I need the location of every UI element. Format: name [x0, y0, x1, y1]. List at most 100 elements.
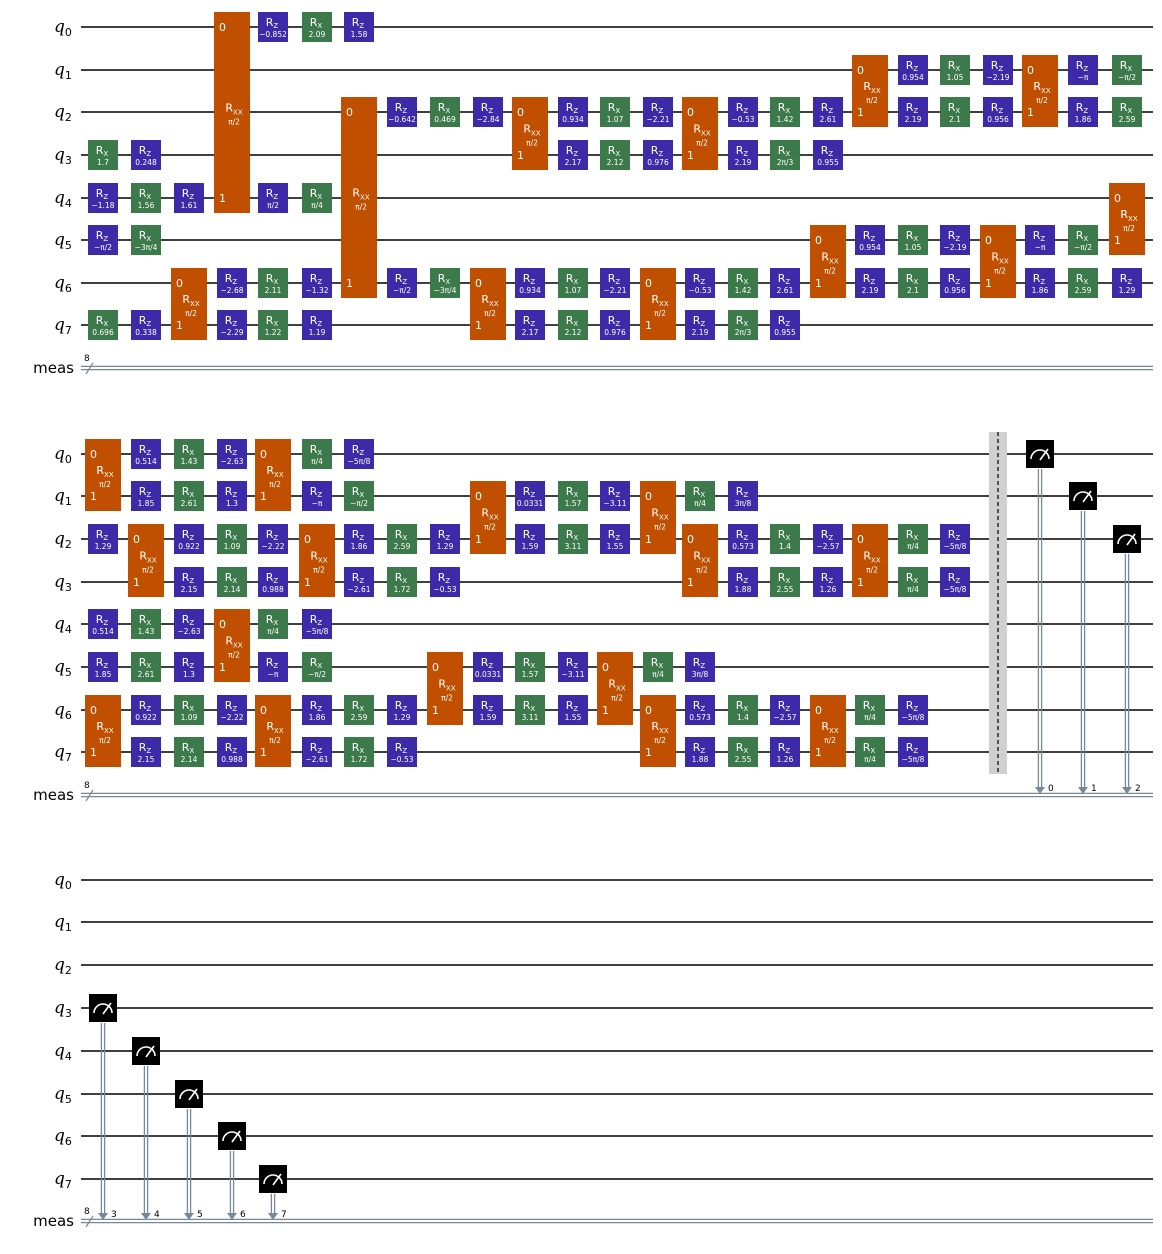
rxx-gate-box[interactable]: [1022, 55, 1058, 127]
rx-gate-box[interactable]: [174, 695, 204, 725]
rz-gate-box[interactable]: [1112, 268, 1142, 298]
rz-gate[interactable]: RZ0.955: [813, 140, 843, 170]
rz-gate[interactable]: RZ0.956: [983, 97, 1013, 127]
rz-gate[interactable]: RZ0.0331: [473, 652, 503, 682]
rx-gate[interactable]: RXπ/4: [302, 183, 332, 213]
measure-gate[interactable]: 2: [1113, 525, 1141, 794]
rx-gate-box[interactable]: [174, 481, 204, 511]
rz-gate-box[interactable]: [813, 97, 843, 127]
measure-box[interactable]: [89, 994, 117, 1022]
rz-gate-box[interactable]: [685, 652, 715, 682]
rz-gate-box[interactable]: [728, 140, 758, 170]
rxx-gate-box[interactable]: [470, 268, 506, 340]
rz-gate[interactable]: RZ−2.19: [940, 225, 970, 255]
rz-gate[interactable]: RZ−5π/8: [344, 439, 374, 469]
rz-gate-box[interactable]: [898, 55, 928, 85]
rz-gate[interactable]: RZ1.29: [1112, 268, 1142, 298]
rz-gate[interactable]: RZ2.19: [728, 140, 758, 170]
rxx-gate-box[interactable]: [1109, 183, 1145, 255]
rz-gate-box[interactable]: [770, 737, 800, 767]
rz-gate[interactable]: RZ−2.61: [344, 567, 374, 597]
rz-gate[interactable]: RZ−2.19: [983, 55, 1013, 85]
rx-gate[interactable]: RXπ/4: [898, 524, 928, 554]
rz-gate[interactable]: RZ0.988: [258, 567, 288, 597]
rx-gate[interactable]: RX1.05: [898, 225, 928, 255]
rz-gate-box[interactable]: [898, 695, 928, 725]
rx-gate[interactable]: RX1.09: [217, 524, 247, 554]
rx-gate-box[interactable]: [855, 695, 885, 725]
rz-gate-box[interactable]: [685, 310, 715, 340]
rz-gate[interactable]: RZ2.19: [855, 268, 885, 298]
rx-gate-box[interactable]: [131, 225, 161, 255]
rx-gate-box[interactable]: [685, 481, 715, 511]
rz-gate[interactable]: RZ1.88: [685, 737, 715, 767]
rz-gate[interactable]: RZπ/2: [258, 183, 288, 213]
rz-gate-box[interactable]: [813, 567, 843, 597]
rxx-gate-box[interactable]: [640, 481, 676, 554]
rz-gate-box[interactable]: [728, 524, 758, 554]
rz-gate-box[interactable]: [88, 225, 118, 255]
rz-gate-box[interactable]: [131, 140, 161, 170]
rz-gate-box[interactable]: [302, 481, 332, 511]
rx-gate-box[interactable]: [1068, 225, 1098, 255]
rx-gate[interactable]: RX1.72: [387, 567, 417, 597]
rx-gate[interactable]: RX2.11: [258, 268, 288, 298]
rxx-gate-box[interactable]: [980, 225, 1016, 298]
rxx-gate-box[interactable]: [128, 524, 164, 597]
measure-gate[interactable]: 7: [259, 1165, 287, 1220]
rz-gate[interactable]: RZ1.86: [302, 695, 332, 725]
rz-gate-box[interactable]: [728, 567, 758, 597]
rx-gate-box[interactable]: [174, 439, 204, 469]
rz-gate-box[interactable]: [855, 225, 885, 255]
rx-gate[interactable]: RXπ/4: [855, 737, 885, 767]
rz-gate[interactable]: RZ0.954: [898, 55, 928, 85]
rz-gate[interactable]: RZ−π: [258, 652, 288, 682]
rz-gate-box[interactable]: [643, 97, 673, 127]
rx-gate-box[interactable]: [558, 524, 588, 554]
rz-gate[interactable]: RZ−5π/8: [940, 567, 970, 597]
rz-gate-box[interactable]: [131, 481, 161, 511]
rxx-gate-box[interactable]: [640, 695, 676, 767]
rx-gate[interactable]: RX2.59: [344, 695, 374, 725]
rz-gate-box[interactable]: [898, 97, 928, 127]
rxx-gate-box[interactable]: [512, 97, 548, 170]
rx-gate-box[interactable]: [643, 652, 673, 682]
rx-gate-box[interactable]: [770, 567, 800, 597]
rx-gate-box[interactable]: [1112, 55, 1142, 85]
rz-gate-box[interactable]: [174, 524, 204, 554]
rz-gate[interactable]: RZ1.55: [600, 524, 630, 554]
rz-gate[interactable]: RZ1.85: [88, 652, 118, 682]
rz-gate[interactable]: RZ−0.642: [387, 97, 417, 127]
rz-gate-box[interactable]: [1068, 97, 1098, 127]
rz-gate[interactable]: RZ1.86: [344, 524, 374, 554]
rz-gate-box[interactable]: [131, 737, 161, 767]
rz-gate[interactable]: RZ−2.22: [258, 524, 288, 554]
rx-gate[interactable]: RX1.7: [88, 140, 118, 170]
rx-gate[interactable]: RX1.56: [131, 183, 161, 213]
rxx-gate-box[interactable]: [852, 55, 888, 127]
rz-gate-box[interactable]: [1025, 225, 1055, 255]
rx-gate[interactable]: RX2.61: [131, 652, 161, 682]
measure-gate[interactable]: 4: [132, 1037, 160, 1220]
rz-gate-box[interactable]: [88, 652, 118, 682]
rz-gate-box[interactable]: [473, 695, 503, 725]
rz-gate[interactable]: RZ0.248: [131, 140, 161, 170]
rx-gate[interactable]: RXπ/4: [855, 695, 885, 725]
rx-gate[interactable]: RX3.11: [558, 524, 588, 554]
rz-gate-box[interactable]: [855, 268, 885, 298]
rz-gate[interactable]: RZ0.988: [217, 737, 247, 767]
rz-gate[interactable]: RZ1.3: [174, 652, 204, 682]
rz-gate[interactable]: RZ−0.53: [685, 268, 715, 298]
rz-gate-box[interactable]: [88, 524, 118, 554]
rz-gate[interactable]: RZ1.85: [131, 481, 161, 511]
rz-gate[interactable]: RZ−2.22: [217, 695, 247, 725]
rz-gate[interactable]: RZ−2.57: [770, 695, 800, 725]
rz-gate-box[interactable]: [302, 609, 332, 639]
